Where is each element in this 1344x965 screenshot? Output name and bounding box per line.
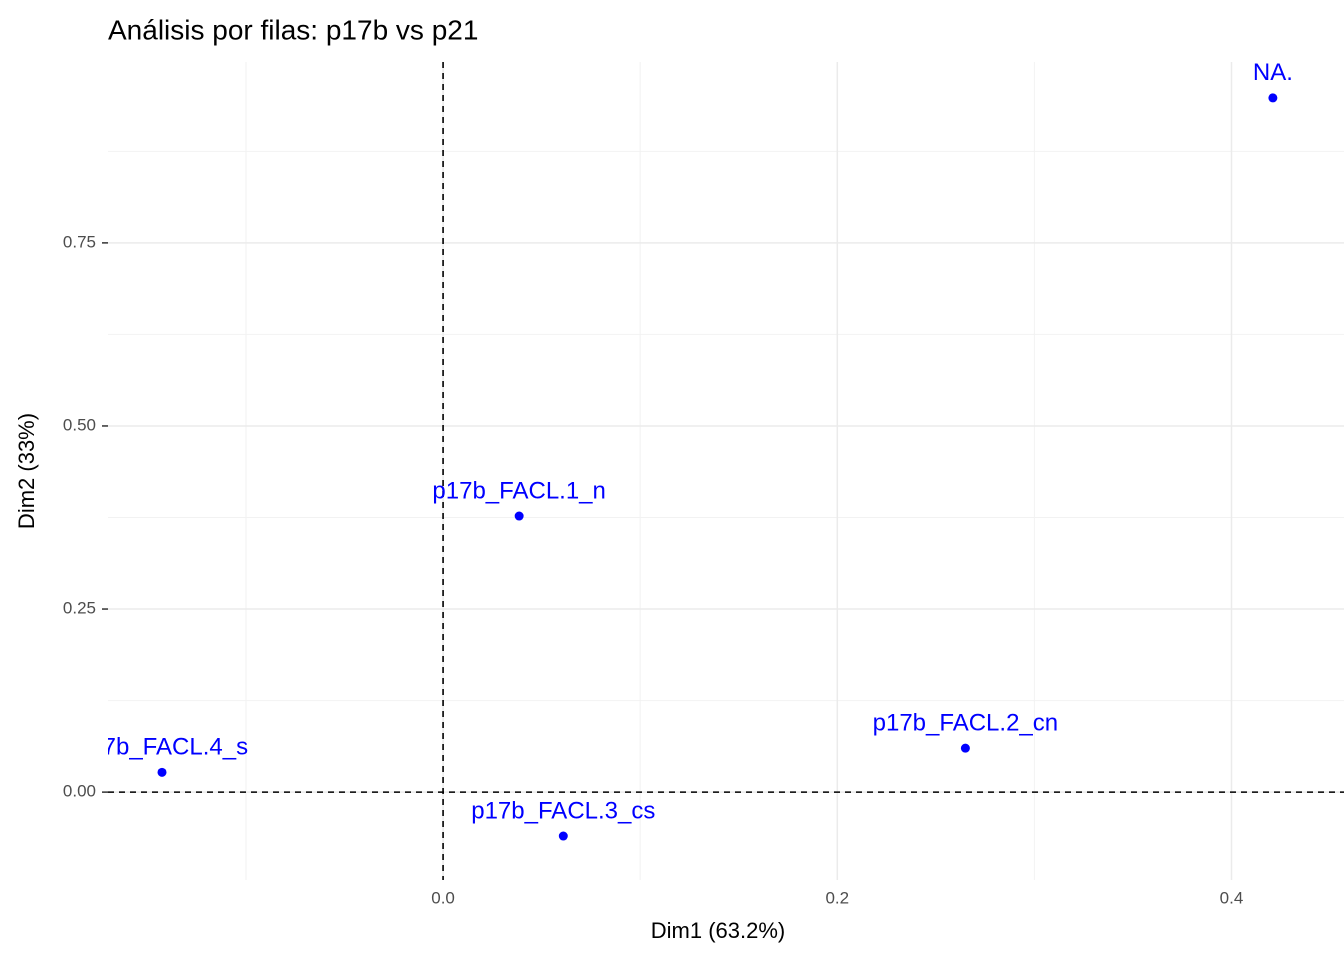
y-axis-title: Dim2 (33%) — [14, 413, 39, 529]
y-tick-label: 0.00 — [63, 782, 96, 801]
y-tick-label: 0.25 — [63, 599, 96, 618]
point — [960, 743, 970, 753]
x-tick-label: 0.4 — [1220, 888, 1244, 907]
point-label: NA. — [1253, 59, 1293, 86]
x-tick-label: 0.2 — [825, 888, 849, 907]
point-label: p17b_FACL.3_cs — [471, 797, 655, 824]
point-label: p17b_FACL.1_n — [432, 477, 605, 504]
grid — [108, 62, 1344, 880]
x-axis-title: Dim1 (63.2%) — [651, 918, 785, 943]
y-tick-label: 0.75 — [63, 232, 96, 251]
x-tick-label: 0.0 — [431, 888, 455, 907]
chart-title: Análisis por filas: p17b vs p21 — [108, 14, 478, 45]
point — [514, 511, 524, 521]
point — [1268, 93, 1278, 103]
point-label: p17b_FACL.2_cn — [873, 710, 1058, 737]
y-tick-label: 0.50 — [63, 415, 96, 434]
point-label: p17b_FACL.4_s — [76, 734, 248, 761]
point — [558, 831, 568, 841]
point — [157, 767, 167, 777]
plot-area: NA. p17b_FACL.1_n p17b_FACL.2_cn p17b_FACL.… — [76, 59, 1344, 880]
